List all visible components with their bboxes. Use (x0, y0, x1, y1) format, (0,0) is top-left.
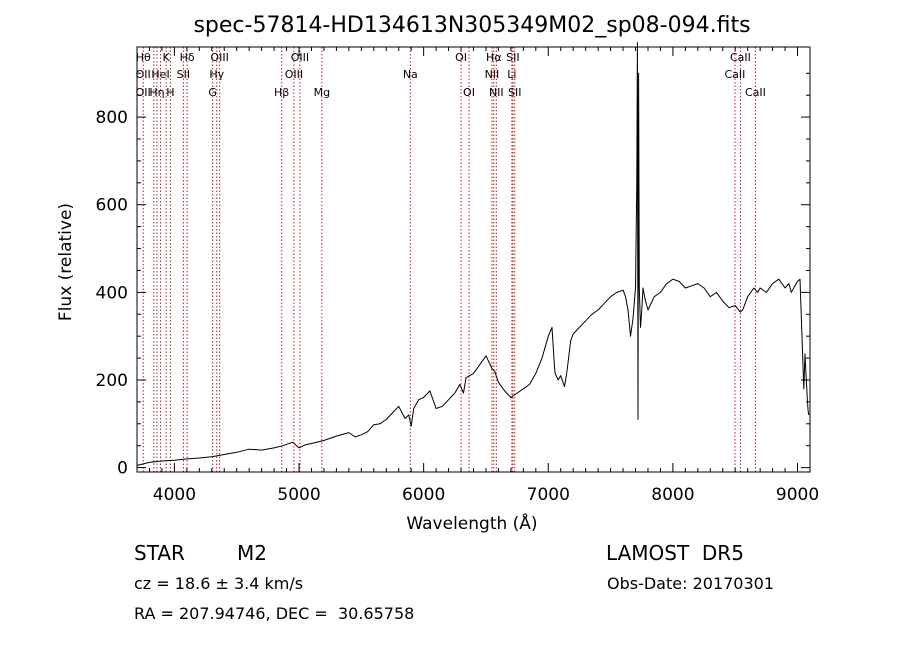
x-tick-label: 9000 (776, 485, 819, 505)
line-label: Hγ (209, 68, 224, 81)
line-label: H (166, 86, 174, 99)
line-label: NII (485, 68, 500, 81)
line-label: NII (489, 86, 504, 99)
y-axis-label: Flux (relative) (56, 203, 76, 321)
x-tick-label: 4000 (153, 485, 196, 505)
x-axis-label: Wavelength (Å) (406, 512, 537, 534)
y-tick-label: 200 (96, 371, 128, 391)
x-tick-label: 7000 (527, 485, 570, 505)
observation-date: Obs-Date: 20170301 (607, 574, 775, 593)
y-axis: 0 200 400 600 800 (96, 72, 810, 479)
line-label: OI (455, 51, 467, 64)
line-label: SII (177, 68, 190, 81)
plot-frame (136, 46, 811, 473)
y-tick-label: 0 (117, 459, 128, 479)
redshift-info: cz = 18.6 ± 3.4 km/s (134, 574, 304, 593)
line-label: HeI (151, 68, 169, 81)
x-tick-label: 6000 (402, 485, 445, 505)
line-label: OI (463, 86, 475, 99)
line-label: CaII (730, 51, 751, 64)
spectrum-series (136, 42, 810, 466)
line-label: G (208, 86, 217, 99)
chart-title: spec-57814-HD134613N305349M02_sp08-094.f… (193, 13, 750, 38)
x-tick-label: 5000 (277, 485, 320, 505)
coordinates: RA = 207.94746, DEC = 30.65758 (134, 604, 415, 623)
line-label: Hα (486, 51, 502, 64)
survey-name: LAMOST DR5 (606, 541, 744, 565)
line-label: Na (403, 68, 418, 81)
line-label: Li (507, 68, 516, 81)
spectral-line-markers (142, 47, 756, 472)
line-label: Hβ (274, 86, 289, 99)
line-label: Hη (149, 86, 164, 99)
line-label: Mg (314, 86, 330, 99)
line-label: K (163, 51, 171, 64)
line-label: OIII (210, 51, 228, 64)
line-label: OII (136, 68, 151, 81)
line-label: OII (136, 86, 151, 99)
x-axis: 4000 5000 6000 7000 8000 9000 (136, 47, 819, 505)
x-tick-label: 8000 (651, 485, 694, 505)
spectral-line-labels: HθOIIOIIHηHeIKHSIIHδGHγOIIIHβOIIIOIIIMgN… (136, 51, 766, 99)
line-label: SII (508, 86, 521, 99)
line-label: CaII (725, 68, 746, 81)
y-tick-label: 600 (96, 196, 128, 216)
line-label: Hδ (180, 51, 195, 64)
line-label: SII (506, 51, 519, 64)
object-class: STAR (134, 541, 185, 565)
line-label: OIII (285, 68, 303, 81)
line-label: Hθ (136, 51, 151, 64)
spectrum-line (136, 42, 810, 466)
y-tick-label: 800 (96, 108, 128, 128)
object-subclass: M2 (237, 541, 267, 565)
line-label: CaII (745, 86, 766, 99)
y-tick-label: 400 (96, 283, 128, 303)
line-label: OIII (291, 51, 309, 64)
